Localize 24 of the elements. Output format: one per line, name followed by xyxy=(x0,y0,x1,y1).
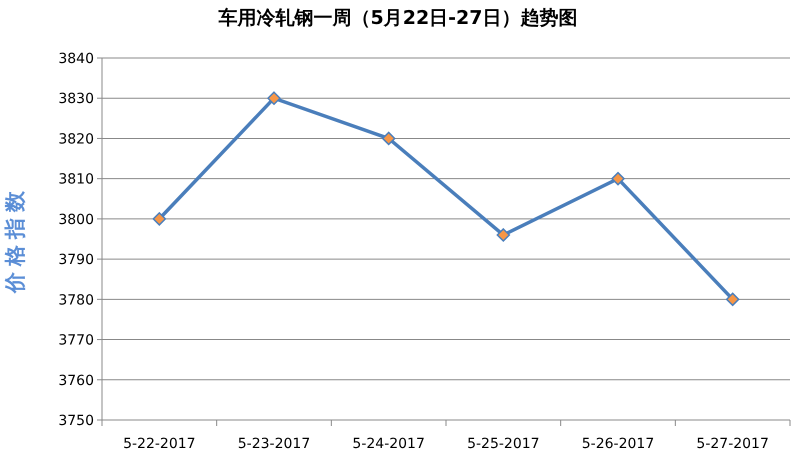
x-tick-label: 5-25-2017 xyxy=(467,436,540,452)
y-tick-label: 3820 xyxy=(58,131,94,148)
point xyxy=(152,212,166,226)
x-tick-label: 5-22-2017 xyxy=(123,436,196,452)
point xyxy=(726,292,740,306)
chart-title: 车用冷轧钢一周（5月22日-27日）趋势图 xyxy=(218,7,578,29)
y-tick-label: 3790 xyxy=(58,252,94,268)
point xyxy=(611,172,625,186)
point xyxy=(496,228,510,242)
x-tick-label: 5-27-2017 xyxy=(696,436,769,452)
x-tick-label: 5-24-2017 xyxy=(352,436,425,452)
y-tick-label: 3800 xyxy=(58,212,94,228)
y-tick-label: 3750 xyxy=(58,413,94,429)
y-axis-title: 价格指数 xyxy=(3,185,27,294)
point xyxy=(382,132,396,146)
x-tick-label: 5-26-2017 xyxy=(582,436,654,452)
y-tick-label: 3830 xyxy=(58,91,94,108)
y-tick-label: 3810 xyxy=(58,172,94,188)
y-tick-label: 3770 xyxy=(58,332,94,349)
y-tick-label: 3780 xyxy=(58,292,94,308)
x-tick-label: 5-23-2017 xyxy=(238,436,310,452)
y-tick-label: 3840 xyxy=(58,51,94,67)
point xyxy=(267,91,281,105)
y-tick-label: 3760 xyxy=(58,372,94,389)
